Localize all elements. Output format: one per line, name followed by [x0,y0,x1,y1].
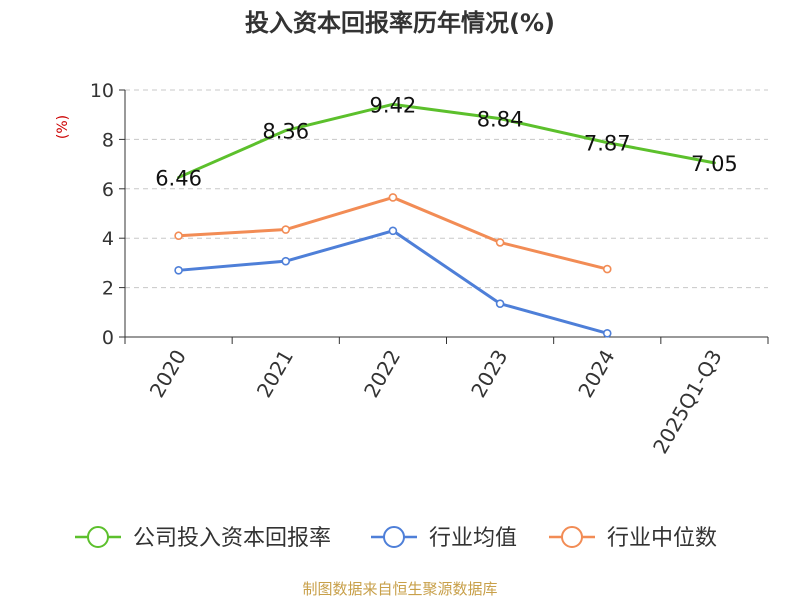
data-point [281,256,291,266]
data-point [281,225,291,234]
legend-label: 行业中位数 [607,526,717,551]
data-point [495,299,505,308]
data-point [174,231,183,241]
y-tick-label: 2 [102,278,114,300]
legend-item[interactable]: 行业均值 [371,526,517,551]
data-label: 9.42 [370,93,417,117]
data-point [174,266,183,275]
data-point [495,238,505,247]
series-line [177,229,609,335]
x-tick-label: 2025Q1-Q3 [648,346,727,458]
data-point [388,226,398,236]
x-tick-label: 2021 [252,346,298,402]
chart-title: 投入资本回报率历年情况(%) [245,9,555,37]
legend-marker [561,526,583,548]
x-tick-label: 2023 [466,346,512,402]
x-tick-label: 2024 [573,346,619,402]
data-point [602,328,612,338]
x-tick-label: 2020 [145,346,191,402]
x-tick-label: 2022 [359,346,405,402]
y-tick-label: 6 [102,179,114,201]
legend-marker [87,526,109,548]
source-note: 制图数据来自恒生聚源数据库 [302,580,497,598]
legend-marker [383,526,405,548]
legend: 公司投入资本回报率 行业均值 行业中位数 [75,526,717,551]
data-point [388,193,398,202]
data-label: 8.36 [262,120,309,144]
data-label: 7.87 [584,132,631,156]
series-line [177,102,716,179]
legend-label: 行业均值 [429,526,517,551]
y-tick-label: 0 [102,327,114,349]
legend-item[interactable]: 公司投入资本回报率 [75,526,331,551]
data-label: 7.05 [691,152,738,176]
data-label: 8.84 [477,108,524,132]
y-axis-label: (%) [55,115,71,139]
legend-item[interactable]: 行业中位数 [549,526,717,551]
y-tick-label: 10 [90,80,114,102]
y-tick-label: 8 [102,129,114,151]
y-tick-label: 4 [102,228,114,250]
data-point [602,264,612,274]
data-labels: 6.46 8.36 9.42 8.84 7.87 7.05 [155,93,738,190]
legend-label: 公司投入资本回报率 [133,526,331,551]
series-group [174,102,716,338]
data-label: 6.46 [155,166,202,190]
grid-lines [125,89,768,289]
